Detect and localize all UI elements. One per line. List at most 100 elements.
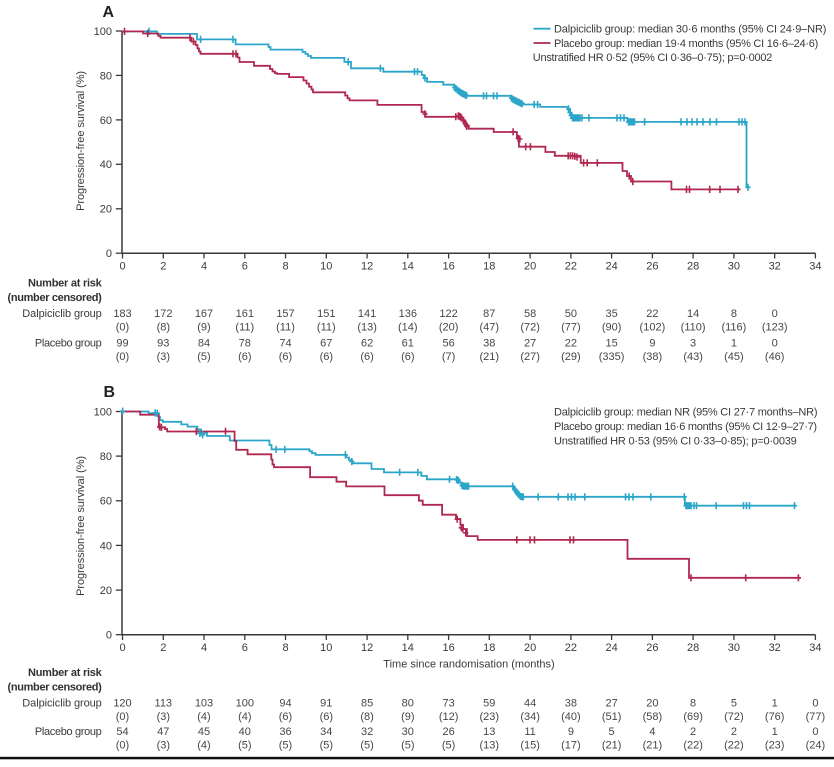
- svg-text:27: 27: [605, 697, 617, 709]
- svg-text:32: 32: [769, 261, 781, 273]
- svg-text:172: 172: [154, 308, 172, 320]
- svg-text:(4): (4): [197, 711, 210, 723]
- svg-text:(11): (11): [276, 322, 295, 334]
- svg-text:(6): (6): [360, 351, 373, 363]
- svg-text:(47): (47): [480, 322, 500, 334]
- svg-text:(5): (5): [279, 740, 292, 752]
- svg-text:(6): (6): [320, 351, 333, 363]
- svg-text:40: 40: [239, 726, 251, 738]
- svg-text:(15): (15): [520, 740, 540, 752]
- svg-text:10: 10: [320, 261, 332, 273]
- svg-text:0: 0: [772, 337, 778, 349]
- svg-text:(22): (22): [683, 740, 703, 752]
- svg-text:84: 84: [198, 337, 210, 349]
- svg-text:(5): (5): [442, 740, 455, 752]
- svg-text:(90): (90): [602, 322, 622, 334]
- svg-text:(23): (23): [765, 740, 785, 752]
- svg-text:(21): (21): [602, 740, 622, 752]
- svg-text:122: 122: [439, 308, 457, 320]
- svg-text:(335): (335): [599, 351, 625, 363]
- svg-text:(0): (0): [116, 322, 129, 334]
- svg-text:26: 26: [646, 642, 658, 654]
- svg-text:141: 141: [358, 308, 376, 320]
- svg-text:80: 80: [100, 70, 112, 82]
- svg-text:32: 32: [361, 726, 373, 738]
- svg-text:58: 58: [524, 308, 536, 320]
- svg-text:151: 151: [317, 308, 335, 320]
- svg-text:Number at risk: Number at risk: [28, 667, 103, 679]
- svg-text:2: 2: [690, 726, 696, 738]
- svg-text:(20): (20): [439, 322, 459, 334]
- svg-text:(110): (110): [681, 322, 706, 334]
- svg-text:40: 40: [100, 159, 112, 171]
- svg-text:(12): (12): [439, 711, 459, 723]
- svg-text:20: 20: [524, 261, 536, 273]
- svg-text:(102): (102): [640, 322, 666, 334]
- svg-text:(38): (38): [643, 351, 663, 363]
- svg-text:22: 22: [565, 642, 577, 654]
- svg-text:(3): (3): [157, 740, 170, 752]
- svg-text:103: 103: [195, 697, 213, 709]
- svg-text:(13): (13): [357, 322, 377, 334]
- svg-text:(17): (17): [561, 740, 581, 752]
- svg-text:8: 8: [690, 697, 696, 709]
- svg-text:9: 9: [568, 726, 574, 738]
- svg-text:(77): (77): [806, 711, 826, 723]
- svg-text:12: 12: [361, 642, 373, 654]
- svg-text:4: 4: [201, 261, 207, 273]
- svg-text:14: 14: [687, 308, 699, 320]
- svg-text:5: 5: [609, 726, 615, 738]
- svg-text:45: 45: [198, 726, 210, 738]
- svg-text:10: 10: [320, 642, 332, 654]
- svg-text:Placebo group: Placebo group: [35, 726, 102, 738]
- svg-text:80: 80: [100, 451, 112, 463]
- svg-text:(23): (23): [480, 711, 500, 723]
- svg-text:(9): (9): [197, 322, 210, 334]
- svg-text:(21): (21): [480, 351, 500, 363]
- svg-text:(58): (58): [643, 711, 663, 723]
- svg-text:20: 20: [524, 642, 536, 654]
- svg-text:6: 6: [242, 642, 248, 654]
- svg-text:B: B: [104, 384, 116, 401]
- svg-text:(51): (51): [602, 711, 622, 723]
- svg-text:0: 0: [106, 630, 112, 642]
- svg-text:(0): (0): [116, 711, 129, 723]
- svg-text:0: 0: [812, 697, 818, 709]
- svg-text:(8): (8): [360, 711, 373, 723]
- svg-text:30: 30: [728, 642, 740, 654]
- svg-text:(5): (5): [401, 740, 414, 752]
- svg-text:100: 100: [94, 406, 112, 418]
- svg-text:18: 18: [483, 261, 495, 273]
- svg-text:14: 14: [402, 642, 414, 654]
- svg-text:Placebo group: median 19·4 mon: Placebo group: median 19·4 months (95% C…: [554, 38, 818, 50]
- svg-text:30: 30: [402, 726, 414, 738]
- svg-text:(4): (4): [238, 711, 251, 723]
- svg-text:0: 0: [772, 308, 778, 320]
- svg-text:6: 6: [242, 261, 248, 273]
- svg-text:22: 22: [646, 308, 658, 320]
- svg-text:20: 20: [100, 585, 112, 597]
- svg-text:4: 4: [201, 642, 207, 654]
- svg-text:100: 100: [236, 697, 254, 709]
- svg-text:20: 20: [100, 204, 112, 216]
- svg-text:157: 157: [276, 308, 294, 320]
- svg-text:99: 99: [116, 337, 128, 349]
- svg-text:30: 30: [728, 261, 740, 273]
- svg-text:60: 60: [100, 496, 112, 508]
- svg-text:13: 13: [483, 726, 495, 738]
- svg-text:14: 14: [402, 261, 414, 273]
- svg-text:(6): (6): [279, 351, 292, 363]
- svg-text:(34): (34): [520, 711, 540, 723]
- svg-text:1: 1: [731, 337, 737, 349]
- svg-text:38: 38: [565, 697, 577, 709]
- svg-text:(72): (72): [724, 711, 744, 723]
- svg-text:16: 16: [442, 261, 454, 273]
- svg-text:50: 50: [565, 308, 577, 320]
- svg-text:(40): (40): [561, 711, 581, 723]
- svg-text:(123): (123): [762, 322, 788, 334]
- svg-text:12: 12: [361, 261, 373, 273]
- svg-text:28: 28: [687, 261, 699, 273]
- svg-text:Dalpiciclib group: median 30·6: Dalpiciclib group: median 30·6 months (9…: [554, 24, 826, 36]
- svg-text:56: 56: [442, 337, 454, 349]
- svg-text:94: 94: [279, 697, 291, 709]
